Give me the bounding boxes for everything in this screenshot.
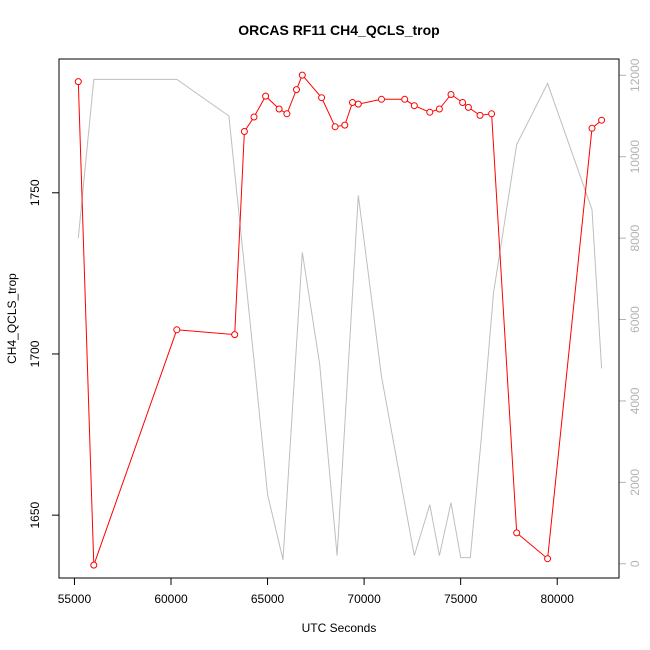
data-point [464, 103, 472, 111]
series-left-axis [74, 71, 606, 569]
data-point [240, 128, 248, 135]
data-point [331, 123, 339, 131]
data-point [476, 111, 484, 119]
series-line-primary [77, 74, 602, 566]
y-axis-label: CH4_QCLS_trop [5, 273, 19, 364]
data-point [349, 99, 356, 106]
data-point [488, 110, 496, 118]
series-right-axis [77, 78, 603, 560]
y2-tick-label: 0 [628, 560, 642, 567]
data-point [90, 561, 98, 569]
x-tick-label: 80000 [541, 592, 575, 606]
data-point [598, 116, 606, 124]
data-point [435, 105, 443, 113]
y-tick-label: 1650 [28, 501, 42, 528]
data-point [426, 108, 434, 116]
x-tick-label: 55000 [58, 592, 92, 606]
y2-tick-label: 12000 [628, 58, 642, 92]
x-axis-label: UTC Seconds [302, 621, 377, 635]
data-point [250, 113, 258, 121]
data-point [447, 91, 455, 98]
y-tick-label: 1700 [28, 340, 42, 367]
data-point [275, 105, 283, 113]
data-point [341, 121, 349, 129]
data-point [283, 110, 291, 118]
x-tick-label: 60000 [154, 592, 188, 606]
data-point [298, 71, 306, 79]
chart-title: ORCAS RF11 CH4_QCLS_trop [238, 22, 439, 38]
data-point [588, 124, 596, 132]
data-point [173, 326, 181, 334]
data-point [410, 102, 418, 110]
y2-tick-label: 8000 [628, 224, 642, 251]
data-point [401, 95, 409, 103]
series-line-secondary [77, 78, 603, 560]
data-point [262, 92, 270, 100]
data-point [354, 100, 362, 108]
y-tick-label: 1750 [28, 179, 42, 206]
data-point [513, 529, 521, 537]
data-point [231, 331, 239, 339]
x-tick-label: 75000 [444, 592, 478, 606]
data-point [74, 78, 82, 86]
y2-tick-label: 4000 [628, 387, 642, 414]
y2-tick-label: 6000 [628, 306, 642, 333]
data-point [544, 555, 552, 563]
y2-tick-label: 10000 [628, 140, 642, 174]
data-point [318, 94, 326, 102]
x-tick-label: 65000 [251, 592, 285, 606]
data-point [459, 99, 467, 106]
chart-axes: 55000 60000 65000 70000 75000 800001650170017… [28, 58, 642, 606]
data-point [293, 86, 300, 94]
y2-tick-label: 2000 [628, 469, 642, 496]
x-tick-label: 70000 [347, 592, 381, 606]
plot-frame [58, 58, 620, 579]
data-point [378, 95, 385, 103]
